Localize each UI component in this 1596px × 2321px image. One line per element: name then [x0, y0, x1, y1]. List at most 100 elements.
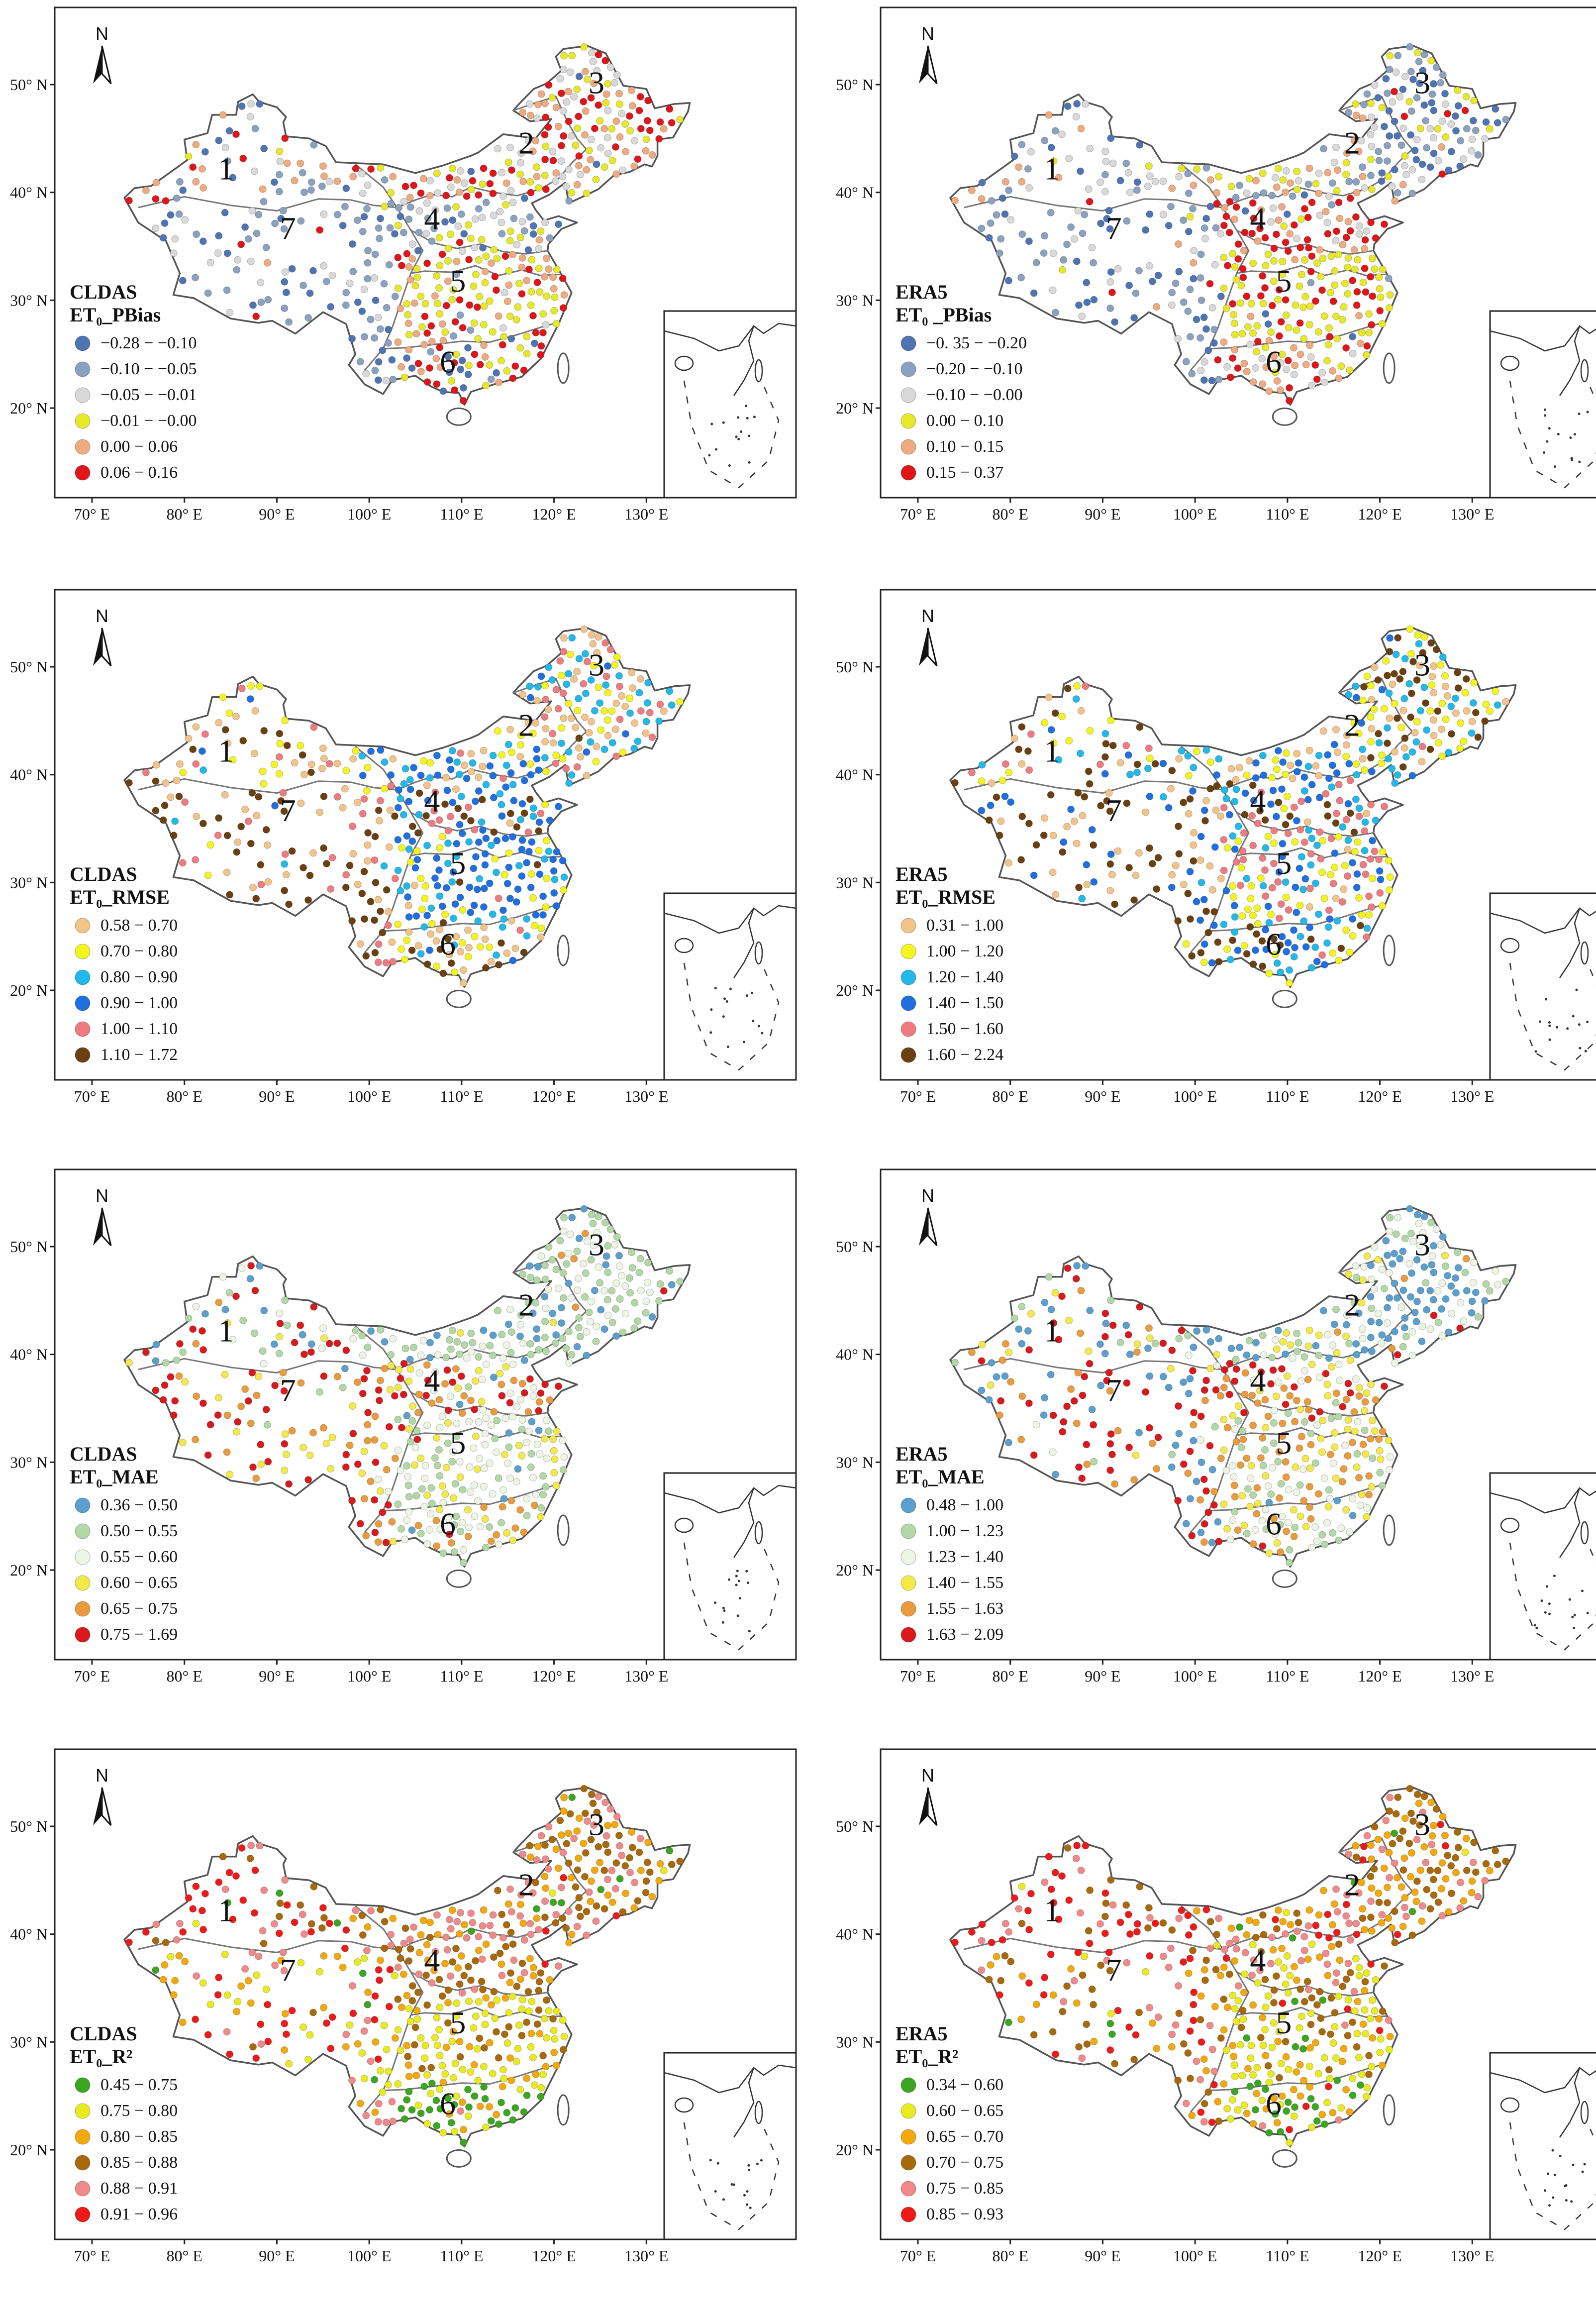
station-point [1133, 186, 1141, 194]
station-point [1342, 2086, 1350, 2094]
station-point [1353, 2043, 1361, 2051]
inset-hainan [1500, 938, 1520, 953]
station-point [1334, 251, 1342, 259]
station-point [535, 1407, 543, 1415]
station-point [1385, 1269, 1393, 1277]
station-point [1323, 357, 1331, 365]
station-point [1492, 1267, 1499, 1275]
station-point [1368, 725, 1376, 733]
legend-title-metric: ET₀_PBias [70, 304, 161, 326]
station-point [551, 2035, 559, 2043]
station-point [1265, 919, 1273, 927]
station-point [565, 700, 573, 708]
station-point [1408, 772, 1416, 780]
station-point [1413, 718, 1421, 726]
station-point [516, 2086, 524, 2094]
station-point [987, 1381, 995, 1389]
station-point [397, 795, 404, 803]
station-point [1106, 278, 1114, 286]
station-point [1401, 1235, 1409, 1243]
station-point [558, 1899, 565, 1907]
station-point [420, 923, 428, 931]
station-point [1187, 915, 1194, 923]
station-point [438, 320, 446, 328]
station-point [237, 240, 245, 248]
station-point [519, 1340, 527, 1348]
station-point [1275, 1448, 1283, 1456]
station-point [1402, 1912, 1410, 1920]
station-point [499, 192, 507, 200]
station-point [359, 1931, 367, 1939]
station-point [1279, 2012, 1287, 2020]
station-point [423, 960, 431, 968]
station-point [1397, 1883, 1405, 1891]
station-point [1231, 331, 1239, 339]
station-point [360, 286, 368, 293]
station-point [491, 855, 499, 863]
station-point [465, 1998, 473, 2005]
station-point [1249, 199, 1257, 207]
station-point [1293, 234, 1300, 242]
station-point [1265, 1549, 1273, 1557]
station-point [1237, 2023, 1245, 2031]
station-point [1052, 1471, 1060, 1478]
station-point [1168, 289, 1176, 297]
station-point [404, 1481, 412, 1489]
station-point [1391, 1359, 1399, 1367]
station-point [1352, 1842, 1360, 1850]
station-point [993, 1373, 1000, 1381]
station-point [1274, 2037, 1282, 2045]
station-point [600, 163, 608, 171]
station-point [1320, 1541, 1328, 1549]
inset-island [736, 1570, 739, 1573]
station-point [1010, 735, 1018, 742]
station-point [433, 854, 441, 862]
station-point [501, 1414, 509, 1422]
station-point [1200, 2118, 1208, 2126]
station-point [364, 247, 372, 254]
inset-coastline [664, 905, 797, 934]
station-point [1189, 1367, 1197, 1374]
station-point [1225, 811, 1233, 819]
station-point [1186, 213, 1194, 220]
station-point [1486, 1867, 1494, 1875]
station-point [446, 756, 453, 764]
station-point [426, 177, 434, 185]
station-point [562, 183, 570, 190]
station-point [1106, 1467, 1114, 1474]
station-point [1259, 380, 1267, 388]
station-point [1130, 314, 1138, 322]
station-point [493, 1531, 500, 1539]
station-point [1368, 113, 1376, 121]
station-point [1344, 845, 1352, 853]
station-point [494, 145, 501, 153]
station-point [410, 1461, 418, 1469]
station-point [234, 838, 242, 846]
taiwan-island [1383, 1514, 1396, 1546]
station-point [1428, 1841, 1436, 1849]
station-point [264, 878, 272, 886]
station-point [1349, 2092, 1357, 2100]
station-point [434, 1931, 442, 1939]
inset-island [756, 2162, 759, 2165]
station-point [1376, 307, 1384, 315]
station-point [341, 1365, 349, 1372]
station-point [1077, 749, 1084, 757]
station-point [470, 282, 478, 290]
station-point [1206, 758, 1214, 766]
station-point [1399, 124, 1407, 132]
station-point [1226, 373, 1234, 381]
station-point [567, 132, 575, 140]
station-point [381, 758, 389, 766]
station-point [1341, 862, 1349, 870]
station-point [1297, 271, 1305, 279]
station-point [179, 277, 187, 285]
station-point [1363, 672, 1371, 680]
station-point [533, 861, 541, 869]
station-point [1234, 1982, 1242, 1990]
station-point [276, 158, 284, 166]
station-point [1001, 792, 1009, 800]
inset-island [709, 2159, 712, 2162]
station-point [377, 746, 385, 754]
station-point [1184, 752, 1192, 760]
